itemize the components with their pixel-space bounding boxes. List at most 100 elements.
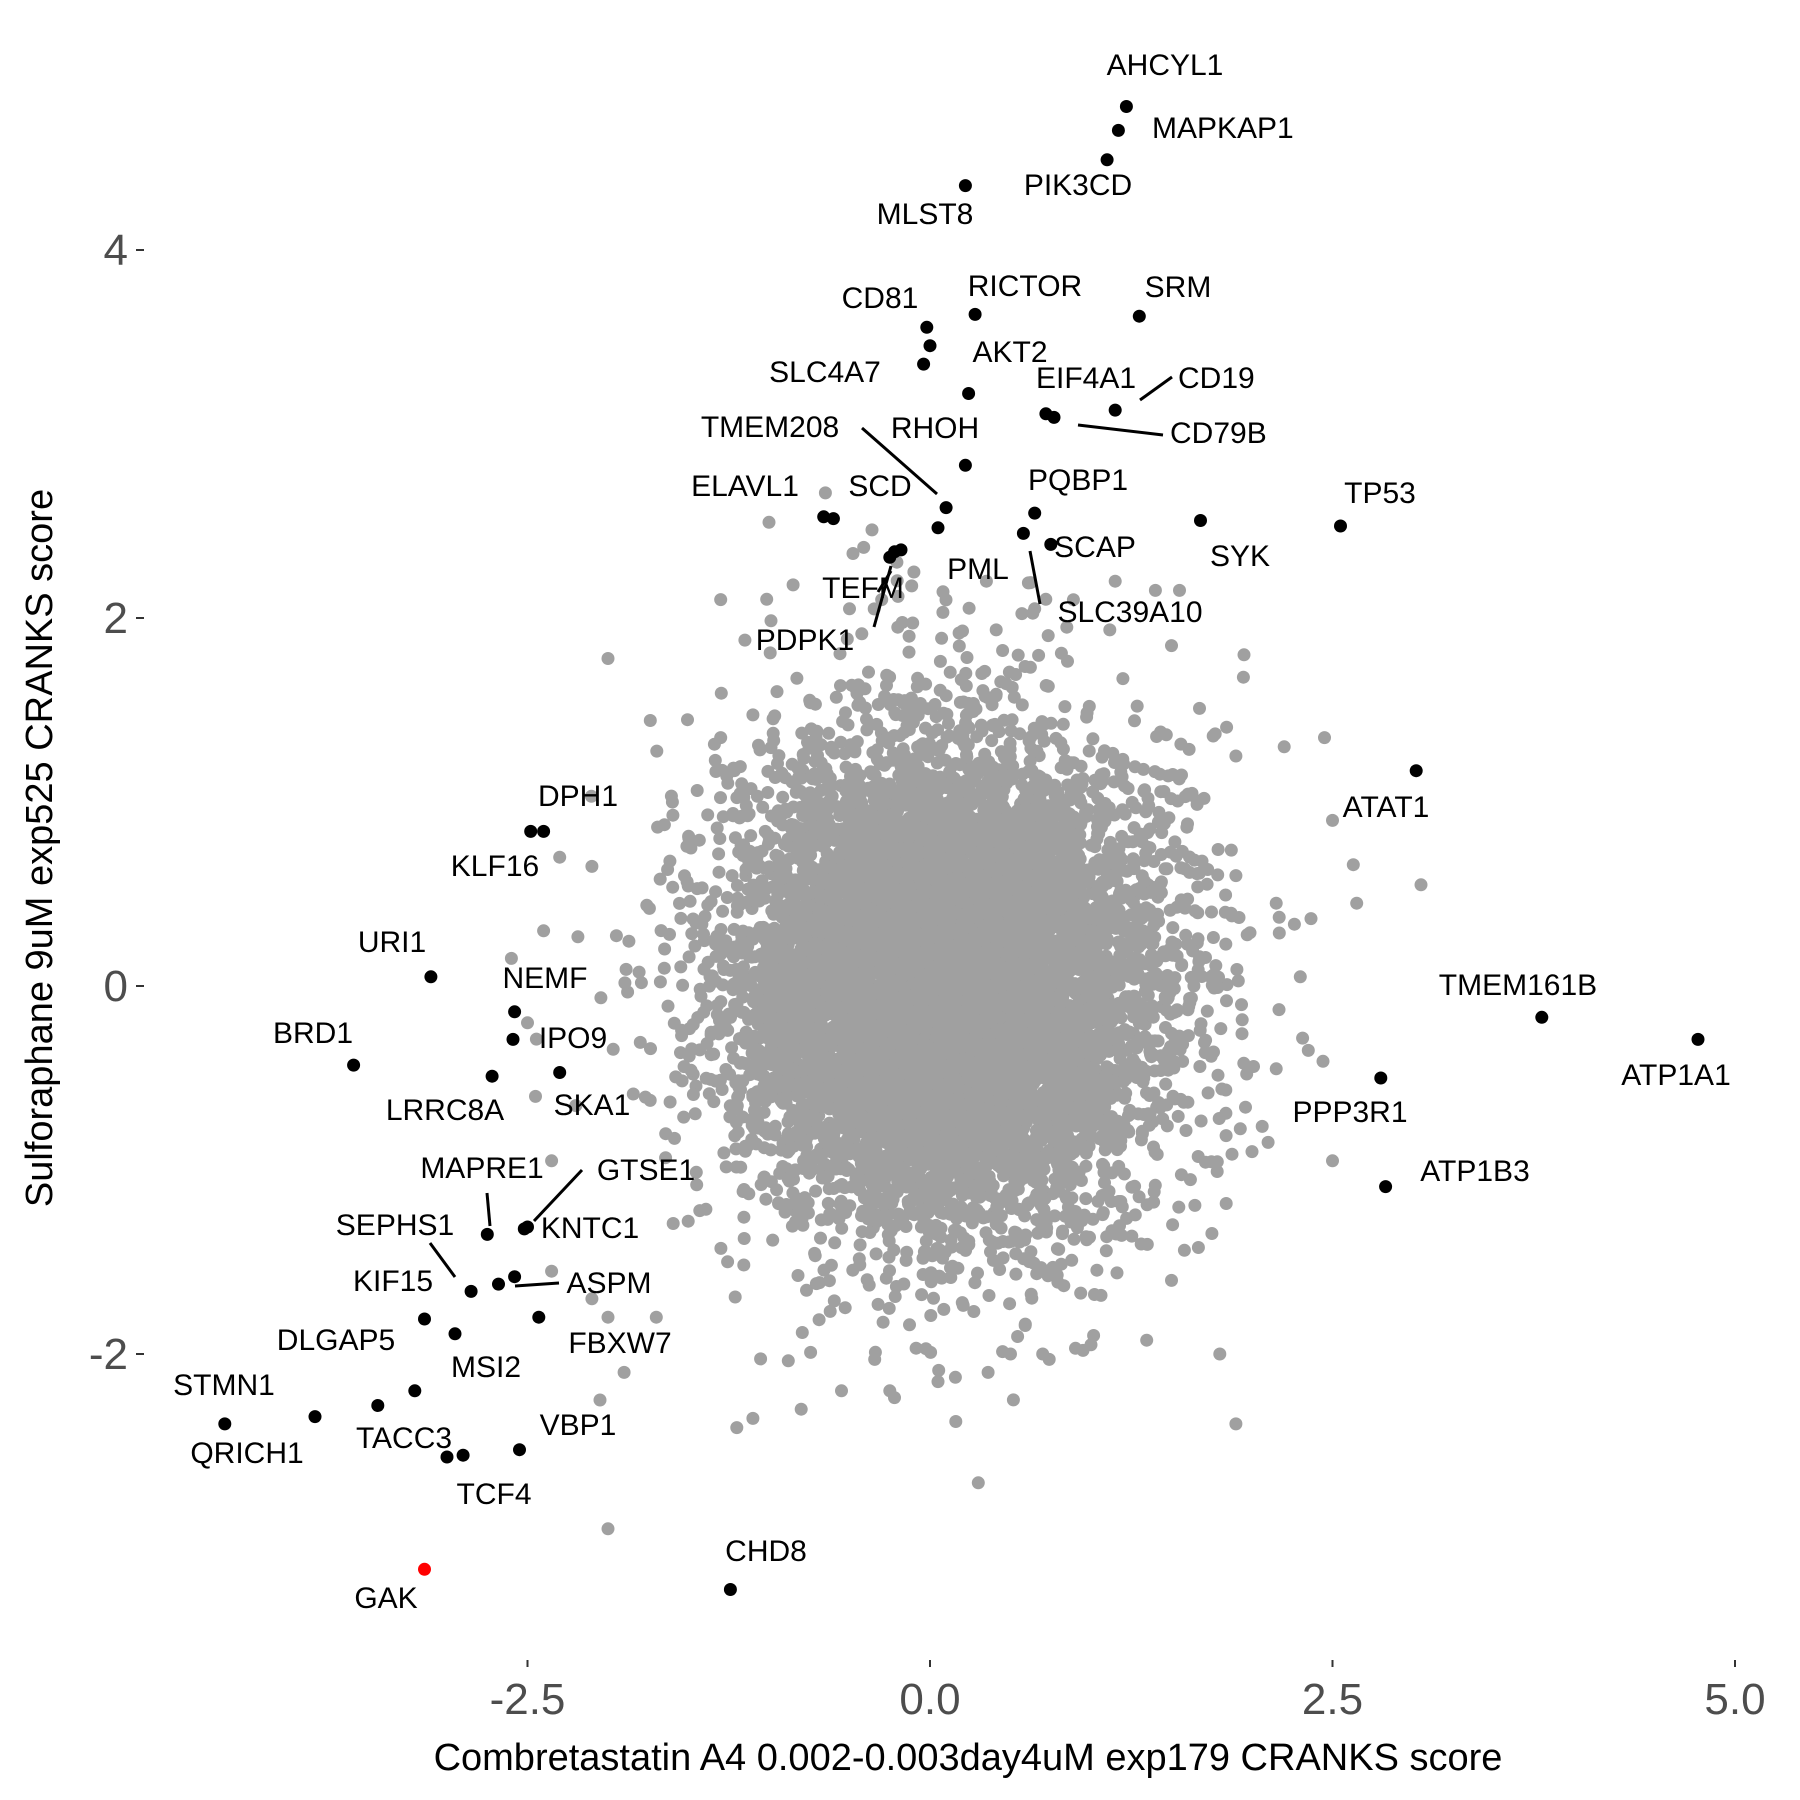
data-point-gray	[1272, 926, 1286, 940]
data-point-gray	[1082, 744, 1096, 758]
data-point-gray	[1219, 888, 1233, 902]
data-point-gray	[661, 999, 675, 1013]
data-point-gray	[959, 679, 973, 693]
data-point-gray	[924, 1309, 938, 1322]
data-point-gray	[1201, 1086, 1215, 1100]
data-point-gray	[1219, 1106, 1233, 1120]
data-point-gray	[1172, 1200, 1186, 1214]
data-point-gray	[663, 927, 676, 941]
data-point-gray	[1220, 720, 1234, 734]
data-point-gray	[1132, 1190, 1146, 1204]
data-point-gray	[1174, 1168, 1188, 1182]
data-point-gray	[1199, 1033, 1213, 1047]
data-point-gray	[1220, 994, 1233, 1008]
data-point-gray	[704, 1048, 718, 1062]
data-point-gray	[1219, 1197, 1233, 1210]
data-point-gray	[853, 695, 867, 709]
data-point-gray	[791, 1269, 805, 1282]
data-point-gray	[1007, 690, 1021, 704]
data-point-gray	[571, 930, 585, 944]
data-point-gray	[800, 1283, 813, 1297]
data-point-gray	[643, 714, 657, 727]
data-point-gray	[1235, 1013, 1249, 1027]
data-point-gray	[855, 627, 869, 641]
data-point-gray	[744, 829, 758, 843]
data-point-gray	[1130, 699, 1144, 713]
data-point-gray	[677, 1110, 691, 1124]
data-point-gray	[1191, 880, 1205, 894]
data-point-gray	[1219, 937, 1233, 951]
data-point-gray	[814, 1231, 827, 1245]
data-point-gray	[1255, 1119, 1269, 1133]
data-point-gray	[676, 978, 690, 992]
data-point-gray	[937, 1302, 951, 1316]
data-point-gray	[1205, 1227, 1219, 1240]
data-point-gray	[1287, 917, 1301, 931]
data-point-gray	[1041, 629, 1055, 643]
data-point-gray	[886, 746, 900, 760]
data-point-gray	[822, 1182, 836, 1196]
data-point-gray	[952, 639, 966, 653]
data-point-gray	[809, 1184, 823, 1198]
data-point-gray	[1235, 1027, 1249, 1041]
data-point-gray	[1056, 717, 1070, 731]
data-point-gray	[1193, 1023, 1207, 1037]
data-point-gray	[865, 523, 879, 537]
data-point-gray	[663, 854, 677, 868]
data-point-gray	[1110, 1266, 1124, 1280]
data-point-gray	[1188, 1198, 1202, 1212]
data-point-gray	[1125, 1229, 1139, 1243]
data-point-gray	[1191, 1241, 1205, 1254]
data-point-gray	[1206, 931, 1220, 944]
data-point-gray	[632, 965, 646, 979]
data-point-gray	[634, 976, 648, 990]
data-point-gray	[688, 939, 702, 953]
data-point-gray	[1272, 910, 1286, 924]
data-point-gray	[1054, 646, 1068, 660]
data-point-gray	[1233, 1122, 1247, 1136]
data-point-gray	[1239, 1100, 1252, 1114]
data-point-gray	[797, 751, 811, 765]
data-point-gray	[822, 726, 836, 740]
data-point-gray	[606, 1042, 620, 1056]
data-point-gray	[804, 1345, 818, 1359]
data-point-gray	[860, 712, 873, 726]
data-point-gray	[840, 632, 854, 646]
data-point-gray	[882, 1301, 896, 1315]
data-point-gray	[1125, 1039, 1138, 1053]
data-point-gray	[781, 1354, 795, 1368]
data-point-gray	[761, 786, 775, 799]
data-point-gray	[666, 880, 680, 894]
data-point-gray	[795, 1326, 809, 1339]
data-point-gray	[879, 1271, 893, 1285]
data-point-gray	[967, 1305, 981, 1318]
data-point-gray	[714, 1241, 728, 1255]
data-point-gray	[1136, 762, 1150, 776]
data-point-gray	[899, 1253, 913, 1267]
data-point-gray	[725, 1041, 739, 1055]
data-point-gray	[733, 1056, 747, 1070]
data-point-gray	[1116, 752, 1130, 766]
data-point-gray	[1236, 670, 1250, 684]
data-point-gray	[1106, 746, 1120, 760]
data-point-gray	[962, 601, 976, 615]
data-point-gray	[975, 667, 989, 680]
data-point-gray	[675, 1074, 689, 1088]
data-point-gray	[902, 645, 916, 659]
data-point-gray	[1205, 905, 1218, 919]
data-point-gray	[781, 1130, 795, 1144]
data-point-gray	[871, 1297, 885, 1311]
data-point-gray	[1015, 607, 1029, 621]
data-point-gray	[1219, 1129, 1233, 1143]
data-point-gray	[760, 592, 774, 606]
data-point-gray	[1058, 700, 1072, 714]
data-point-gray	[1180, 820, 1194, 834]
data-point-gray	[708, 753, 722, 767]
data-point-gray	[1235, 998, 1248, 1012]
data-point-gray	[693, 1204, 707, 1218]
data-point-gray	[858, 682, 872, 696]
data-point-gray	[1140, 1333, 1154, 1347]
data-point-gray	[834, 679, 847, 693]
data-point-gray	[759, 1192, 773, 1206]
